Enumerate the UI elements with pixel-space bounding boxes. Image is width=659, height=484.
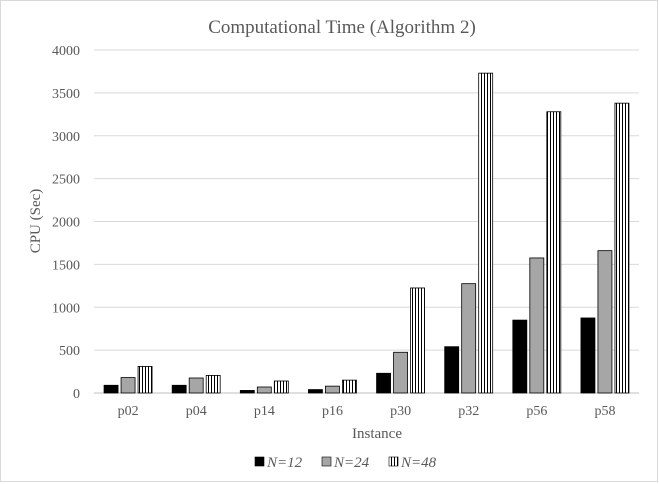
x-tick-label: p16 — [322, 404, 343, 419]
legend: N=12 N=24 N=48 — [254, 455, 437, 471]
x-tick-label: p04 — [186, 404, 207, 419]
bar-n48-p58 — [614, 102, 630, 394]
x-tick-label: p02 — [118, 404, 139, 419]
gridlines — [94, 49, 639, 394]
y-tick-label: 0 — [73, 387, 80, 402]
bar-n24-p14 — [256, 386, 272, 394]
x-tick-label: p58 — [594, 404, 615, 419]
bar-n24-p32 — [461, 283, 477, 394]
bar-n12-p16 — [308, 389, 323, 394]
x-tick-label: p30 — [390, 404, 411, 419]
bar-n24-p56 — [529, 257, 545, 394]
y-tick-label: 4000 — [52, 44, 80, 59]
bar-n12-p58 — [580, 317, 596, 394]
legend-swatch — [388, 456, 399, 467]
bar-n48-p14 — [273, 380, 289, 394]
x-tick-labels: p02 p04 p14 p16 p30 p32 p56 p58 — [118, 404, 616, 419]
bar-n24-p30 — [393, 351, 408, 394]
bar-n12-p32 — [444, 346, 460, 394]
legend-label: N=24 — [333, 455, 370, 471]
y-tick-label: 1000 — [52, 301, 80, 316]
bar-n48-p30 — [410, 287, 425, 394]
y-tick-label: 1500 — [52, 258, 80, 273]
y-tick-label: 3500 — [52, 87, 80, 102]
bar-n24-p58 — [597, 250, 613, 394]
y-axis-label: CPU (Sec) — [28, 189, 44, 254]
legend-label: N=12 — [266, 455, 303, 471]
bar-n12-p02 — [103, 384, 119, 394]
legend-label: N=48 — [400, 455, 437, 471]
legend-swatch — [321, 456, 332, 467]
x-tick-label: p32 — [458, 404, 479, 419]
x-tick-label: p56 — [526, 404, 547, 419]
y-tick-label: 500 — [59, 344, 80, 359]
legend-swatch — [254, 456, 265, 467]
bar-n24-p04 — [188, 377, 204, 394]
y-tick-label: 2000 — [52, 216, 80, 231]
bar-n24-p16 — [325, 385, 340, 394]
bar-n12-p04 — [171, 384, 187, 394]
bar-n48-p04 — [205, 375, 221, 394]
bar-n48-p02 — [137, 366, 153, 394]
x-tick-label: p14 — [254, 404, 275, 419]
bar-n12-p14 — [239, 390, 255, 394]
bar-n48-p56 — [546, 111, 562, 394]
bar-n12-p30 — [376, 372, 391, 394]
y-tick-labels: 0 500 1000 1500 2000 2500 3000 3500 4000 — [52, 44, 80, 402]
y-tick-label: 3000 — [52, 130, 80, 145]
y-tick-label: 2500 — [52, 173, 80, 188]
bar-n48-p16 — [342, 379, 357, 394]
bar-n48-p32 — [478, 72, 494, 394]
chart-title: Computational Time (Algorithm 2) — [208, 17, 476, 38]
bar-n12-p56 — [512, 319, 528, 394]
bars — [103, 72, 630, 394]
bar-n24-p02 — [120, 377, 136, 394]
x-axis-label: Instance — [352, 426, 402, 442]
